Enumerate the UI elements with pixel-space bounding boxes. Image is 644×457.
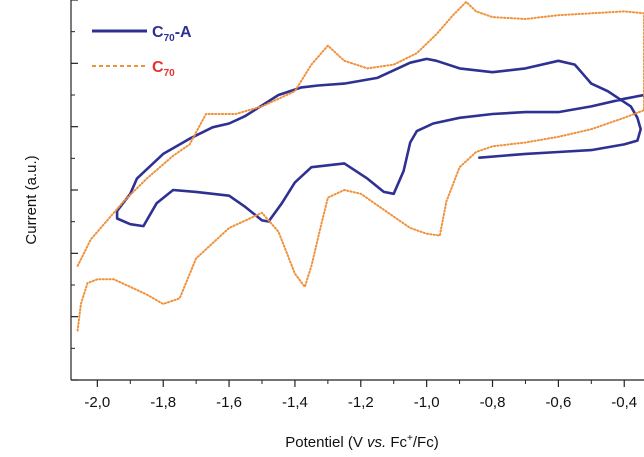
series-line-1 — [76, 0, 644, 332]
x-tick-label: -1,2 — [348, 394, 374, 411]
x-tick-label: -1,6 — [216, 394, 242, 411]
x-tick-label: -1,8 — [150, 394, 176, 411]
legend-label-c70: C70 — [152, 59, 175, 79]
x-tick-label: -0,4 — [611, 394, 637, 411]
x-axis-ticks — [96, 380, 625, 387]
x-tick-label: -0,6 — [545, 394, 571, 411]
series-layer — [76, 0, 644, 332]
x-tick-label: -1,0 — [414, 394, 440, 411]
legend: C70-A C70 — [92, 24, 192, 79]
x-tick-label: -1,4 — [282, 394, 308, 411]
series-line-0 — [115, 57, 644, 228]
y-axis-title: Current (a.u.) — [23, 155, 40, 244]
x-tick-label: -0,8 — [480, 394, 506, 411]
y-axis-ticks — [71, 0, 78, 381]
plot-frame — [70, 0, 644, 381]
x-tick-label: -2,0 — [84, 394, 110, 411]
x-axis-title: Potentiel (V vs. Fc+/Fc) — [285, 433, 438, 451]
x-axis-tick-labels: -2,0 -1,8 -1,6 -1,4 -1,2 -1,0 -0,8 -0,6 -0,4 — [84, 394, 637, 411]
legend-label-c70-a: C70-A — [152, 24, 192, 44]
